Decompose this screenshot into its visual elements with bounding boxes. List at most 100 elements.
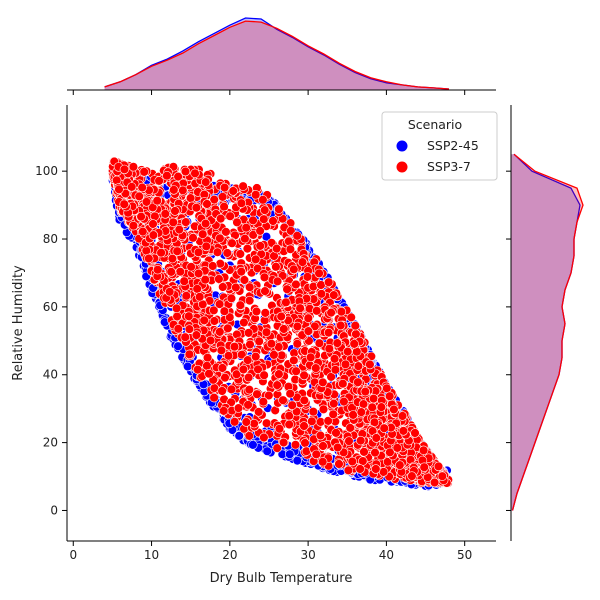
scatter-point bbox=[360, 386, 370, 397]
scatter-point bbox=[289, 355, 299, 366]
scatter-point bbox=[289, 264, 299, 275]
scatter-point bbox=[193, 268, 204, 279]
scatter-point bbox=[202, 361, 212, 371]
scatter-point bbox=[191, 203, 202, 213]
scatter-point bbox=[385, 447, 395, 458]
scatter-point bbox=[355, 464, 365, 474]
scatter-point bbox=[219, 306, 230, 316]
scatter-point bbox=[371, 433, 381, 443]
y-tick-label: 100 bbox=[35, 164, 58, 178]
scatter-point bbox=[242, 243, 253, 254]
scatter-point bbox=[272, 380, 282, 390]
scatter-point bbox=[251, 306, 262, 317]
x-tick-label: 40 bbox=[379, 548, 394, 562]
scatter-point bbox=[329, 290, 339, 300]
scatter-point bbox=[227, 238, 237, 248]
scatter-point bbox=[367, 402, 377, 412]
scatter-point bbox=[316, 289, 327, 299]
scatter-point bbox=[343, 346, 353, 357]
scatter-point bbox=[258, 195, 268, 205]
scatter-point bbox=[368, 393, 379, 404]
x-tick-label: 30 bbox=[300, 548, 315, 562]
scatter-point bbox=[173, 171, 183, 182]
y-kde-fill-ssp3-7 bbox=[511, 154, 583, 511]
scatter-point bbox=[192, 284, 202, 294]
scatter-point bbox=[184, 311, 194, 321]
scatter-point bbox=[284, 236, 294, 247]
scatter-point bbox=[285, 449, 295, 459]
y-tick-label: 40 bbox=[43, 368, 58, 382]
scatter-point bbox=[307, 416, 317, 426]
x-axis-ticks: 0 10 20 30 40 50 bbox=[69, 541, 472, 562]
scatter-point bbox=[343, 465, 354, 476]
scatter-point bbox=[340, 359, 351, 369]
scatter-point bbox=[292, 321, 303, 332]
scatter-point bbox=[184, 349, 195, 359]
scatter-point bbox=[212, 247, 223, 257]
x-marginal-ticks bbox=[72, 90, 466, 95]
scatter-point bbox=[314, 268, 324, 279]
scatter-point bbox=[356, 407, 366, 417]
legend-title: Scenario bbox=[408, 117, 462, 132]
scatter-point bbox=[141, 197, 152, 207]
scatter-point bbox=[160, 209, 171, 219]
scatter-point bbox=[245, 282, 255, 292]
scatter-point bbox=[395, 460, 405, 470]
x-axis-label: Dry Bulb Temperature bbox=[210, 571, 353, 586]
scatter-point bbox=[233, 403, 244, 413]
scatter-point bbox=[137, 182, 147, 193]
scatter-point bbox=[370, 447, 380, 458]
scatter-point bbox=[291, 406, 302, 417]
scatter-point bbox=[251, 190, 261, 200]
scatter-point bbox=[397, 411, 408, 421]
scatter-point bbox=[200, 218, 211, 229]
scatter-point bbox=[219, 182, 230, 193]
scatter-point bbox=[331, 428, 341, 438]
scatter-point bbox=[262, 446, 272, 456]
x-tick-label: 10 bbox=[144, 548, 159, 562]
scatter-point bbox=[345, 423, 355, 433]
scatter-point bbox=[226, 293, 237, 304]
y-axis-label: Relative Humidity bbox=[11, 265, 26, 381]
scatter-point bbox=[231, 369, 242, 379]
scatter-point bbox=[217, 363, 228, 373]
scatter-point bbox=[186, 262, 196, 272]
scatter-point bbox=[219, 406, 229, 416]
scatter-point bbox=[235, 300, 246, 310]
scatter-point bbox=[260, 308, 270, 318]
x-tick-label: 50 bbox=[457, 548, 472, 562]
scatter-point bbox=[346, 312, 356, 323]
scatter-point bbox=[139, 167, 149, 177]
scatter-point bbox=[323, 327, 334, 338]
scatter-point bbox=[324, 344, 334, 354]
scatter-point bbox=[269, 350, 279, 360]
scatter-point bbox=[225, 211, 235, 221]
scatter-point bbox=[353, 377, 363, 387]
scatter-point bbox=[244, 385, 255, 395]
scatter-point bbox=[259, 272, 270, 282]
scatter-point bbox=[218, 282, 228, 292]
scatter-point bbox=[254, 336, 264, 346]
scatter-point bbox=[229, 342, 240, 352]
scatter-point bbox=[271, 262, 281, 272]
scatter-point bbox=[285, 244, 296, 254]
scatter-point bbox=[418, 445, 429, 455]
scatter-point bbox=[369, 417, 380, 427]
scatter-point bbox=[248, 440, 258, 450]
scatter-point bbox=[138, 226, 148, 237]
scatter-point bbox=[308, 407, 318, 417]
scatter-point bbox=[419, 462, 429, 472]
scatter-point bbox=[272, 243, 282, 254]
scatter-point bbox=[215, 233, 225, 244]
scatter-point bbox=[274, 369, 284, 379]
scatter-point bbox=[183, 361, 193, 372]
x-marginal-kde bbox=[104, 17, 450, 91]
series-ssp3-7 bbox=[107, 156, 454, 488]
scatter-point bbox=[312, 306, 322, 316]
scatter-point bbox=[226, 384, 237, 395]
scatter-point bbox=[156, 248, 166, 258]
scatter-point bbox=[222, 248, 233, 258]
y-tick-label: 80 bbox=[43, 232, 58, 246]
scatter-point bbox=[150, 211, 160, 222]
scatter-point bbox=[359, 447, 369, 457]
